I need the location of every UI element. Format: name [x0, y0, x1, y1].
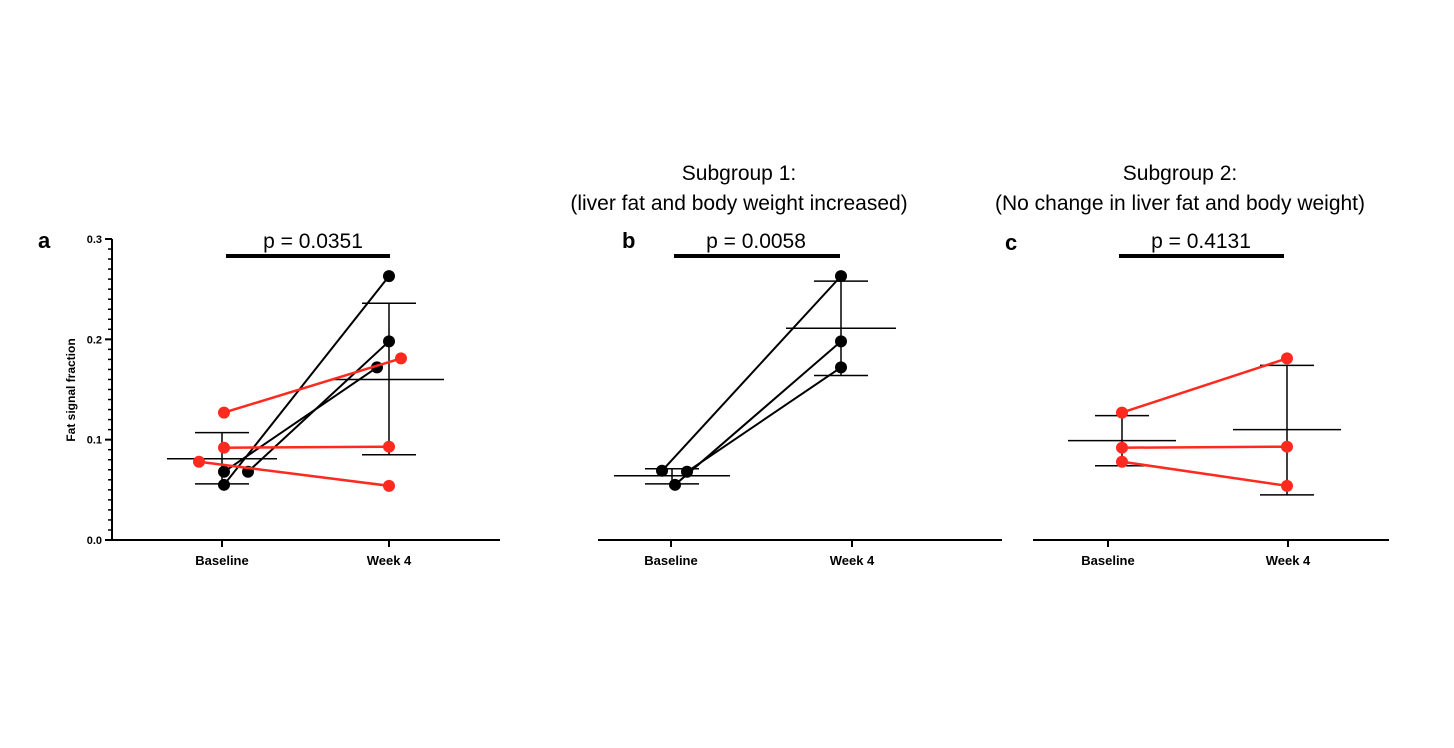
- panel-c-letter: c: [1005, 230, 1017, 255]
- panel-b-pvalue: p = 0.0058: [706, 230, 806, 253]
- panel-a-data-point: [193, 455, 205, 468]
- panel-b-x-tick-label: Week 4: [830, 553, 875, 568]
- panel-b-subtitle: (liver fat and body weight increased): [570, 192, 907, 215]
- panel-c-series-line: [1121, 357, 1288, 414]
- panel-a-y-axis-label: Fat signal fraction: [64, 338, 78, 441]
- panel-a-x-tick-label: Week 4: [367, 553, 412, 568]
- panel-a-series-line: [198, 460, 390, 488]
- panel-b-data-point: [681, 465, 693, 478]
- panel-c-data-point: [1116, 406, 1128, 419]
- panel-a-y-tick-label: 0.0: [87, 535, 102, 547]
- panel-b-title: Subgroup 1:: [682, 162, 796, 185]
- panel-a-data-point: [218, 406, 230, 419]
- panel-a-data-point: [383, 440, 395, 453]
- panel-a-x-tick-label: Baseline: [195, 553, 248, 568]
- panel-a-series-line: [223, 445, 390, 449]
- panel-c-title: Subgroup 2:: [1123, 162, 1237, 185]
- panel-b-letter: b: [622, 228, 635, 253]
- panel-c-x-tick-label: Week 4: [1266, 553, 1311, 568]
- panel-b-data-point: [669, 478, 681, 491]
- panel-a-series-line: [223, 366, 378, 473]
- panel-a-data-point: [383, 335, 395, 348]
- panel-c-data-point: [1281, 352, 1293, 365]
- panel-b-x-tick-label: Baseline: [644, 553, 697, 568]
- panel-a-y-tick-label: 0.2: [87, 334, 102, 346]
- panel-c-x-tick-label: Baseline: [1081, 553, 1134, 568]
- panel-b-data-point: [835, 270, 847, 283]
- panel-a-data-point: [218, 465, 230, 478]
- panel-a-y-tick-label: 0.3: [87, 234, 102, 246]
- panel-b-data-point: [835, 335, 847, 348]
- panel-a-pvalue: p = 0.0351: [263, 230, 363, 253]
- panel-a-letter: a: [38, 228, 51, 253]
- panel-a-data-point: [218, 478, 230, 491]
- panel-c-data-point: [1116, 441, 1128, 454]
- panel-a: a p = 0.0351 Fat signal fraction: [38, 228, 390, 442]
- panel-a-data-point: [383, 270, 395, 283]
- panel-a-series-line: [223, 357, 402, 414]
- panel-c-subtitle: (No change in liver fat and body weight): [995, 192, 1365, 215]
- panel-c-data-point: [1116, 455, 1128, 468]
- panel-b-data-point: [835, 361, 847, 374]
- panel-a-data-point: [218, 441, 230, 454]
- panel-b-data-point: [656, 464, 668, 477]
- panel-a-y-tick-label: 0.1: [87, 435, 102, 447]
- panel-c-pvalue: p = 0.4131: [1151, 230, 1251, 253]
- panel-c-series-line: [1121, 460, 1288, 488]
- panel-a-data-point: [383, 479, 395, 492]
- panel-c-data-point: [1281, 440, 1293, 453]
- panel-a-series-line: [223, 275, 390, 486]
- panel-c: Subgroup 2: (No change in liver fat and …: [995, 162, 1365, 258]
- panel-c-data-point: [1281, 479, 1293, 492]
- panel-c-series-line: [1121, 445, 1288, 449]
- panel-b: Subgroup 1: (liver fat and body weight i…: [570, 162, 908, 258]
- panel-b-series-line: [661, 275, 842, 472]
- panel-b-series-line: [686, 366, 842, 473]
- panel-a-data-point: [395, 352, 407, 365]
